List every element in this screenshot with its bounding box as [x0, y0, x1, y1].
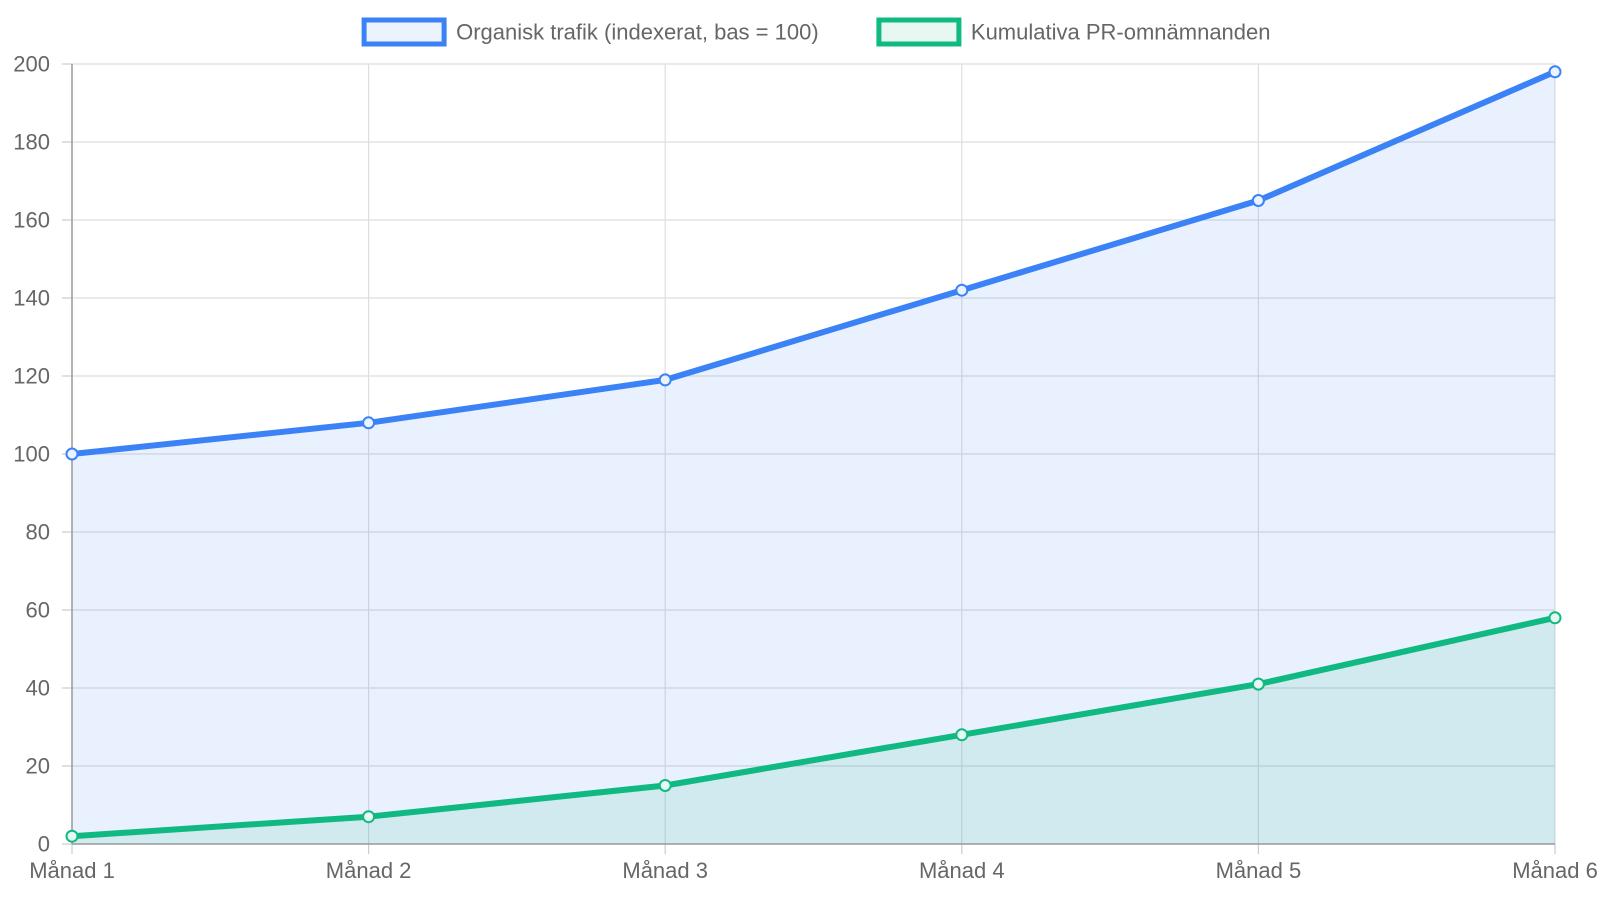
axes [62, 63, 1556, 854]
data-point [955, 283, 969, 297]
y-tick-label: 20 [26, 754, 50, 779]
x-tick-label: Månad 3 [622, 858, 708, 883]
y-tick-label: 40 [26, 676, 50, 701]
legend-item-2: Kumulativa PR-omnämnanden [876, 17, 1271, 47]
data-point [1548, 611, 1562, 625]
series-lines [69, 68, 1558, 840]
data-point [1251, 677, 1265, 691]
y-tick-label: 180 [13, 130, 50, 155]
data-point [1251, 194, 1265, 207]
x-tick-labels: Månad 1 Månad 2 Månad 3 Månad 4 Månad 5 Månad… [29, 858, 1598, 883]
data-point [65, 447, 79, 461]
data-point [362, 416, 376, 430]
data-point [658, 373, 672, 387]
data-point [658, 779, 672, 792]
y-tick-labels: 0 20 40 60 80 100 120 140 160 180 200 [13, 52, 50, 857]
legend-item-1: Organisk trafik (indexerat, bas = 100) [361, 17, 819, 47]
legend-swatch [876, 17, 962, 47]
y-tick-label: 0 [38, 832, 50, 857]
x-tick-label: Månad 1 [29, 858, 115, 883]
x-tick-label: Månad 6 [1512, 858, 1598, 883]
series-line-2 [69, 614, 1558, 840]
y-tick-label: 100 [13, 442, 50, 467]
y-tick-label: 200 [13, 52, 50, 77]
y-tick-label: 60 [26, 598, 50, 623]
series-areas [72, 71, 1555, 845]
legend-label: Organisk trafik (indexerat, bas = 100) [456, 20, 819, 45]
x-tick-label: Månad 4 [919, 858, 1005, 883]
series-area-2 [72, 617, 1555, 844]
legend: Organisk trafik (indexerat, bas = 100) Ku… [361, 17, 1271, 47]
y-tick-label: 80 [26, 520, 50, 545]
y-tick-label: 120 [13, 364, 50, 389]
data-point [65, 829, 79, 843]
series-line-1 [69, 68, 1558, 457]
legend-swatch [361, 17, 447, 47]
data-point [955, 728, 969, 742]
x-tick-label: Månad 2 [326, 858, 412, 883]
x-tick-label: Månad 5 [1216, 858, 1302, 883]
legend-label: Kumulativa PR-omnämnanden [971, 20, 1271, 45]
data-points [65, 65, 1562, 843]
series-area-1 [72, 71, 1555, 845]
y-tick-label: 140 [13, 286, 50, 311]
data-point [362, 810, 376, 824]
y-tick-label: 160 [13, 208, 50, 233]
y-gridlines [72, 63, 1555, 767]
data-point [1548, 65, 1562, 79]
